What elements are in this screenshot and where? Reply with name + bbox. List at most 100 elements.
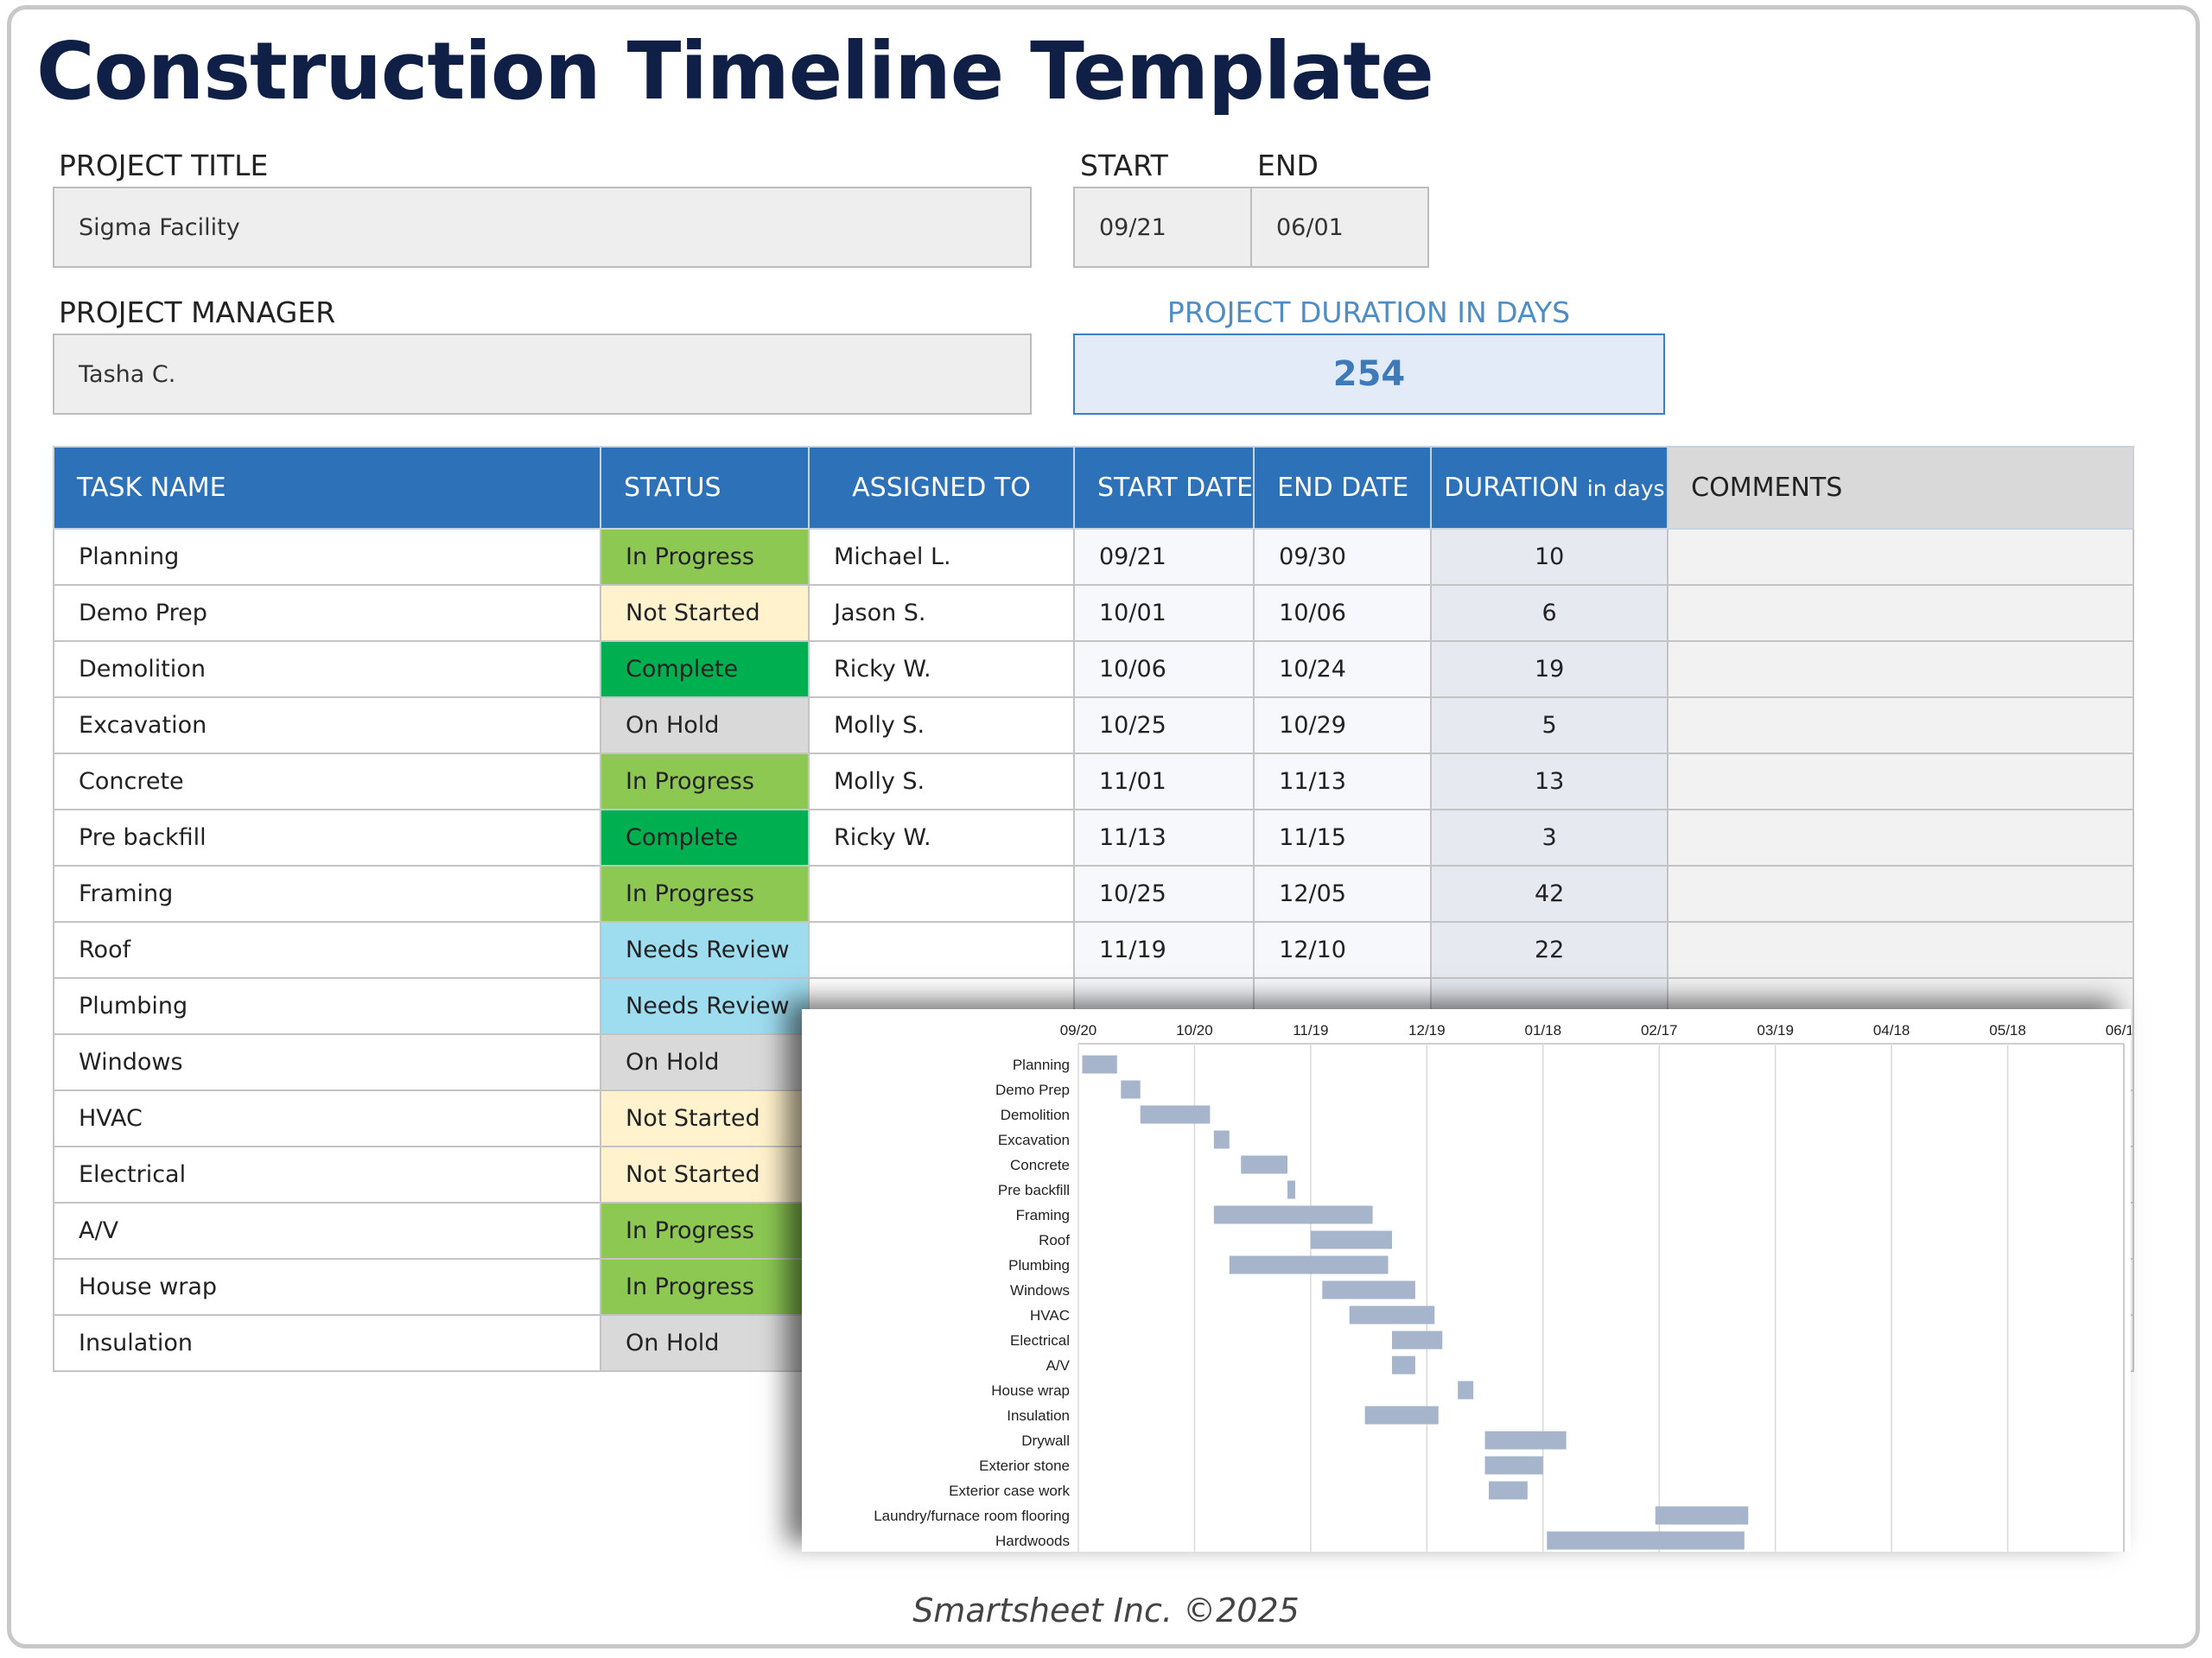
comments-cell[interactable] xyxy=(1667,809,2135,867)
comments-cell[interactable] xyxy=(1667,640,2135,698)
task-name-cell[interactable]: Demo Prep xyxy=(53,584,601,642)
gantt-task-label: House wrap xyxy=(991,1382,1070,1399)
project-title-label: PROJECT TITLE xyxy=(59,149,269,182)
gantt-bar xyxy=(1213,1130,1230,1149)
status-cell[interactable]: Not Started xyxy=(600,584,810,642)
header-task-name[interactable]: TASK NAME xyxy=(53,446,601,530)
assigned-to-cell[interactable]: Molly S. xyxy=(808,753,1075,810)
status-cell[interactable]: Needs Review xyxy=(600,921,810,979)
end-date-cell[interactable]: 11/15 xyxy=(1253,809,1433,867)
gantt-x-tick-label: 04/18 xyxy=(1873,1022,1910,1039)
status-cell[interactable]: Not Started xyxy=(600,1146,810,1204)
header-end-date[interactable]: END DATE xyxy=(1253,446,1433,530)
start-date-cell[interactable]: 10/25 xyxy=(1072,865,1255,923)
task-name-cell[interactable]: Electrical xyxy=(53,1146,601,1204)
duration-cell[interactable]: 5 xyxy=(1430,696,1669,754)
start-date-cell[interactable]: 11/13 xyxy=(1072,809,1255,867)
status-cell[interactable]: In Progress xyxy=(600,1258,810,1316)
gantt-bar xyxy=(1213,1205,1373,1224)
project-manager-field[interactable]: Tasha C. xyxy=(53,334,1032,415)
task-name-cell[interactable]: Excavation xyxy=(53,696,601,754)
assigned-to-cell[interactable] xyxy=(808,865,1075,923)
end-date-cell[interactable]: 10/29 xyxy=(1253,696,1433,754)
task-name-cell[interactable]: Framing xyxy=(53,865,601,923)
duration-cell[interactable]: 22 xyxy=(1430,921,1669,979)
start-date-cell[interactable]: 10/01 xyxy=(1072,584,1255,642)
comments-cell[interactable] xyxy=(1667,696,2135,754)
header-comments[interactable]: COMMENTS xyxy=(1667,446,2135,530)
status-cell[interactable]: Complete xyxy=(600,640,810,698)
task-name-cell[interactable]: Planning xyxy=(53,528,601,586)
assigned-to-cell[interactable]: Ricky W. xyxy=(808,809,1075,867)
gantt-x-tick-label: 06/17 xyxy=(2106,1022,2131,1039)
assigned-to-cell[interactable]: Michael L. xyxy=(808,528,1075,586)
duration-cell[interactable]: 3 xyxy=(1430,809,1669,867)
duration-cell[interactable]: 42 xyxy=(1430,865,1669,923)
end-date-cell[interactable]: 12/05 xyxy=(1253,865,1433,923)
end-date-cell[interactable]: 10/06 xyxy=(1253,584,1433,642)
start-date-cell[interactable]: 10/06 xyxy=(1072,640,1255,698)
project-title-value: Sigma Facility xyxy=(79,213,240,241)
duration-cell[interactable]: 13 xyxy=(1430,753,1669,810)
gantt-x-tick-label: 05/18 xyxy=(1989,1022,2026,1039)
header-duration-unit: in days xyxy=(1586,476,1665,501)
status-cell[interactable]: In Progress xyxy=(600,1202,810,1260)
task-name-cell[interactable]: Windows xyxy=(53,1033,601,1091)
gantt-x-tick-label: 12/19 xyxy=(1408,1022,1446,1039)
status-cell[interactable]: On Hold xyxy=(600,696,810,754)
comments-cell[interactable] xyxy=(1667,753,2135,810)
comments-cell[interactable] xyxy=(1667,921,2135,979)
status-cell[interactable]: On Hold xyxy=(600,1314,810,1372)
status-cell[interactable]: In Progress xyxy=(600,528,810,586)
task-name-cell[interactable]: Pre backfill xyxy=(53,809,601,867)
task-name-cell[interactable]: Roof xyxy=(53,921,601,979)
duration-cell[interactable]: 10 xyxy=(1430,528,1669,586)
end-date-cell[interactable]: 09/30 xyxy=(1253,528,1433,586)
assigned-to-cell[interactable]: Jason S. xyxy=(808,584,1075,642)
header-start-date[interactable]: START DATE xyxy=(1072,446,1255,530)
status-cell[interactable]: On Hold xyxy=(600,1033,810,1091)
task-name-cell[interactable]: House wrap xyxy=(53,1258,601,1316)
end-date-cell[interactable]: 10/24 xyxy=(1253,640,1433,698)
end-date-cell[interactable]: 12/10 xyxy=(1253,921,1433,979)
status-cell[interactable]: In Progress xyxy=(600,865,810,923)
comments-cell[interactable] xyxy=(1667,865,2135,923)
project-start-field[interactable]: 09/21 xyxy=(1073,187,1252,268)
gantt-task-label: Windows xyxy=(1010,1282,1070,1299)
task-name-cell[interactable]: Plumbing xyxy=(53,977,601,1035)
comments-cell[interactable] xyxy=(1667,584,2135,642)
gantt-bar xyxy=(1392,1331,1443,1350)
status-cell[interactable]: Needs Review xyxy=(600,977,810,1035)
task-name-cell[interactable]: A/V xyxy=(53,1202,601,1260)
status-cell[interactable]: Not Started xyxy=(600,1089,810,1147)
header-duration[interactable]: DURATION in days xyxy=(1430,446,1669,530)
duration-cell[interactable]: 6 xyxy=(1430,584,1669,642)
project-end-field[interactable]: 06/01 xyxy=(1250,187,1429,268)
project-title-field[interactable]: Sigma Facility xyxy=(53,187,1032,268)
end-date-cell[interactable]: 11/13 xyxy=(1253,753,1433,810)
start-date-cell[interactable]: 11/19 xyxy=(1072,921,1255,979)
gantt-bar xyxy=(1121,1080,1141,1099)
assigned-to-cell[interactable] xyxy=(808,921,1075,979)
header-status[interactable]: STATUS xyxy=(600,446,810,530)
table-row: Planning In Progress Michael L. 09/21 09/30 1… xyxy=(53,528,2135,586)
start-date-cell[interactable]: 10/25 xyxy=(1072,696,1255,754)
task-name-cell[interactable]: Insulation xyxy=(53,1314,601,1372)
status-cell[interactable]: Complete xyxy=(600,809,810,867)
status-cell[interactable]: In Progress xyxy=(600,753,810,810)
gantt-bar xyxy=(1392,1356,1415,1375)
comments-cell[interactable] xyxy=(1667,528,2135,586)
gantt-bar xyxy=(1310,1230,1392,1249)
project-duration-value: 254 xyxy=(1332,354,1406,394)
assigned-to-cell[interactable]: Ricky W. xyxy=(808,640,1075,698)
start-date-cell[interactable]: 09/21 xyxy=(1072,528,1255,586)
start-date-cell[interactable]: 11/01 xyxy=(1072,753,1255,810)
task-name-cell[interactable]: HVAC xyxy=(53,1089,601,1147)
gantt-task-label: Plumbing xyxy=(1008,1257,1070,1274)
task-name-cell[interactable]: Concrete xyxy=(53,753,601,810)
task-name-cell[interactable]: Demolition xyxy=(53,640,601,698)
assigned-to-cell[interactable]: Molly S. xyxy=(808,696,1075,754)
header-assigned-to[interactable]: ASSIGNED TO xyxy=(808,446,1075,530)
gantt-task-label: Hardwoods xyxy=(995,1533,1070,1549)
duration-cell[interactable]: 19 xyxy=(1430,640,1669,698)
